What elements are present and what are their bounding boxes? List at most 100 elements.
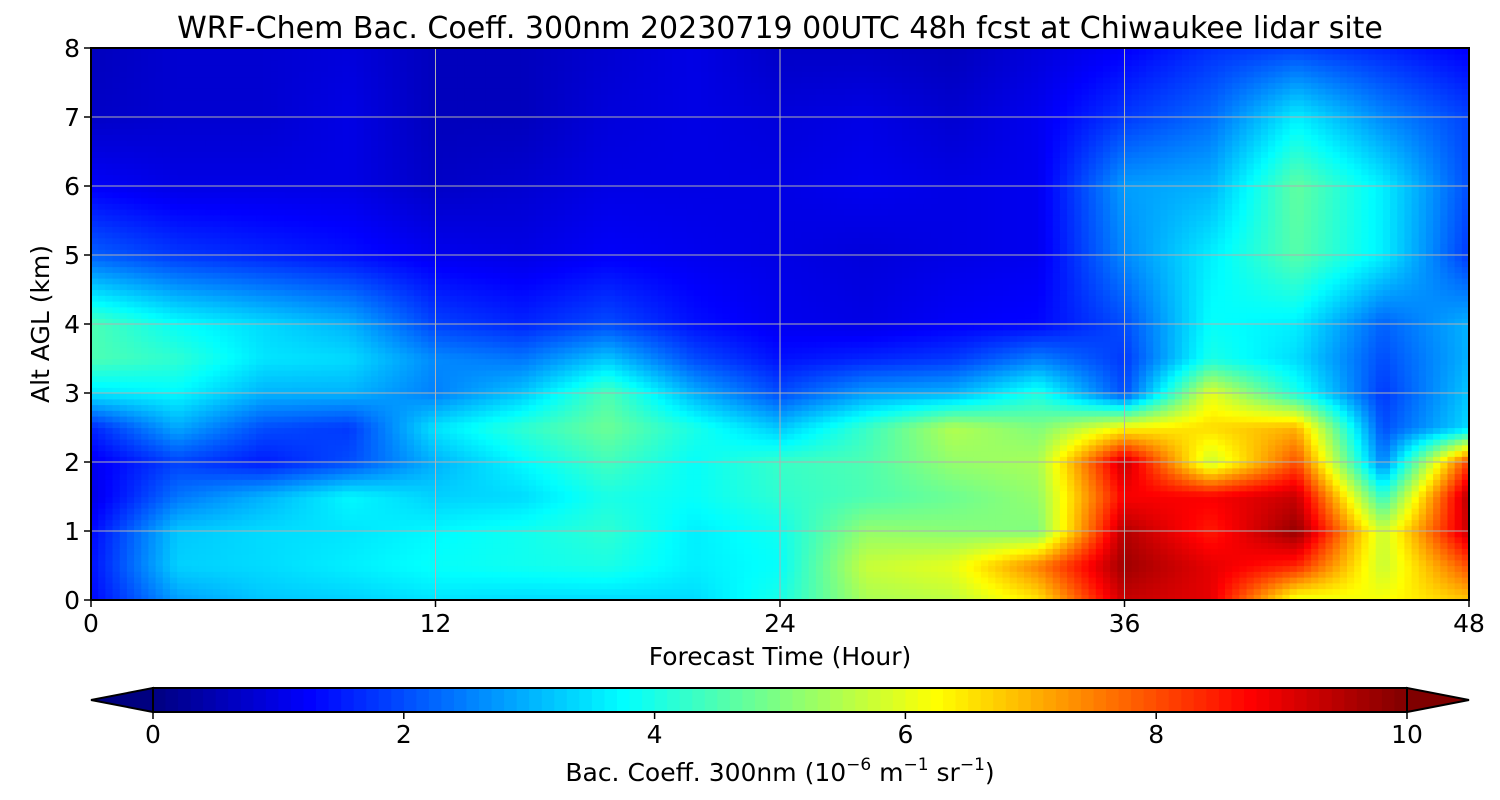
heatmap-cell bbox=[1002, 525, 1011, 532]
heatmap-cell bbox=[758, 582, 767, 590]
heatmap-cell bbox=[1210, 582, 1219, 590]
heatmap-cell bbox=[363, 502, 372, 509]
heatmap-cell bbox=[1246, 536, 1255, 544]
heatmap-cell bbox=[1203, 502, 1212, 509]
heatmap-cell bbox=[1110, 485, 1118, 492]
heatmap-cell bbox=[808, 531, 817, 538]
heatmap-cell bbox=[1397, 473, 1406, 480]
heatmap-cell bbox=[1045, 559, 1054, 567]
heatmap-cell bbox=[736, 536, 745, 544]
heatmap-cell bbox=[449, 456, 458, 463]
heatmap-cell bbox=[284, 467, 293, 475]
heatmap-cell bbox=[708, 577, 717, 584]
heatmap-cell bbox=[485, 479, 494, 486]
heatmap-cell bbox=[1397, 485, 1406, 492]
heatmap-cell bbox=[514, 554, 523, 561]
heatmap-cell bbox=[148, 513, 157, 521]
heatmap-cell bbox=[1009, 467, 1018, 475]
heatmap-cell bbox=[765, 496, 774, 503]
heatmap-cell bbox=[744, 513, 752, 521]
heatmap-cell bbox=[1253, 508, 1262, 515]
heatmap-cell bbox=[858, 508, 867, 515]
heatmap-cell bbox=[98, 490, 106, 498]
heatmap-cell bbox=[1296, 490, 1305, 498]
heatmap-cell bbox=[205, 467, 214, 475]
heatmap-cell bbox=[169, 525, 178, 532]
heatmap-cell bbox=[1102, 462, 1111, 469]
heatmap-cell bbox=[1081, 554, 1090, 561]
heatmap-cell bbox=[751, 479, 760, 486]
heatmap-cell bbox=[392, 577, 401, 584]
heatmap-cell bbox=[945, 513, 953, 521]
heatmap-cell bbox=[708, 479, 717, 486]
heatmap-cell bbox=[715, 542, 724, 549]
heatmap-cell bbox=[485, 531, 494, 538]
heatmap-cell bbox=[923, 554, 932, 561]
heatmap-cell bbox=[1404, 577, 1413, 584]
heatmap-cell bbox=[851, 450, 860, 457]
heatmap-cell bbox=[241, 536, 250, 544]
heatmap-cell bbox=[277, 462, 286, 469]
heatmap-cell bbox=[471, 485, 480, 492]
heatmap-cell bbox=[851, 594, 860, 600]
heatmap-cell bbox=[148, 594, 157, 600]
heatmap-cell bbox=[1461, 531, 1469, 538]
heatmap-cell bbox=[356, 456, 365, 463]
heatmap-cell bbox=[1361, 450, 1370, 457]
heatmap-cell bbox=[370, 577, 379, 584]
heatmap-cell bbox=[1311, 490, 1319, 498]
heatmap-cell bbox=[141, 508, 150, 515]
heatmap-cell bbox=[1095, 577, 1104, 584]
heatmap-cell bbox=[492, 559, 501, 567]
heatmap-cell bbox=[112, 571, 121, 578]
heatmap-cell bbox=[428, 473, 437, 480]
heatmap-cell bbox=[535, 519, 544, 526]
heatmap-cell bbox=[1031, 531, 1039, 538]
heatmap-cell bbox=[1224, 508, 1233, 515]
heatmap-cell bbox=[1339, 594, 1348, 600]
heatmap-cell bbox=[1282, 525, 1291, 532]
heatmap-cell bbox=[543, 456, 551, 463]
heatmap-cell bbox=[449, 473, 458, 480]
heatmap-cell bbox=[894, 571, 903, 578]
heatmap-cell bbox=[916, 594, 925, 600]
heatmap-cell bbox=[1253, 571, 1262, 578]
heatmap-cell bbox=[1454, 542, 1463, 549]
heatmap-cell bbox=[1311, 536, 1319, 544]
heatmap-cell bbox=[980, 565, 989, 572]
heatmap-cell bbox=[1224, 525, 1233, 532]
heatmap-cell bbox=[715, 479, 724, 486]
heatmap-cell bbox=[155, 582, 164, 590]
heatmap-cell bbox=[966, 490, 975, 498]
heatmap-cell bbox=[1081, 462, 1090, 469]
heatmap-cell bbox=[693, 508, 702, 515]
heatmap-cell bbox=[449, 548, 458, 555]
heatmap-cell bbox=[126, 525, 135, 532]
heatmap-cell bbox=[1009, 542, 1018, 549]
heatmap-cell bbox=[1059, 571, 1068, 578]
heatmap-cell bbox=[514, 525, 523, 532]
heatmap-cell bbox=[686, 479, 695, 486]
heatmap-cell bbox=[1339, 536, 1348, 544]
heatmap-cell bbox=[119, 519, 128, 526]
heatmap-cell bbox=[421, 508, 429, 515]
heatmap-cell bbox=[507, 554, 516, 561]
heatmap-cell bbox=[1138, 519, 1147, 526]
heatmap-cell bbox=[1146, 502, 1154, 509]
heatmap-cell bbox=[686, 582, 695, 590]
heatmap-cell bbox=[1138, 462, 1147, 469]
heatmap-cell bbox=[1433, 450, 1441, 457]
heatmap-cell bbox=[751, 565, 760, 572]
heatmap-cell bbox=[880, 577, 889, 584]
heatmap-cell bbox=[923, 496, 932, 503]
heatmap-cell bbox=[1002, 519, 1011, 526]
heatmap-cell bbox=[923, 519, 932, 526]
heatmap-cell bbox=[772, 508, 781, 515]
heatmap-cell bbox=[679, 536, 688, 544]
heatmap-cell bbox=[1095, 473, 1104, 480]
heatmap-cell bbox=[1038, 513, 1047, 521]
heatmap-cell bbox=[270, 559, 279, 567]
heatmap-cell bbox=[134, 485, 142, 492]
heatmap-cell bbox=[1425, 531, 1434, 538]
heatmap-cell bbox=[1052, 559, 1061, 567]
